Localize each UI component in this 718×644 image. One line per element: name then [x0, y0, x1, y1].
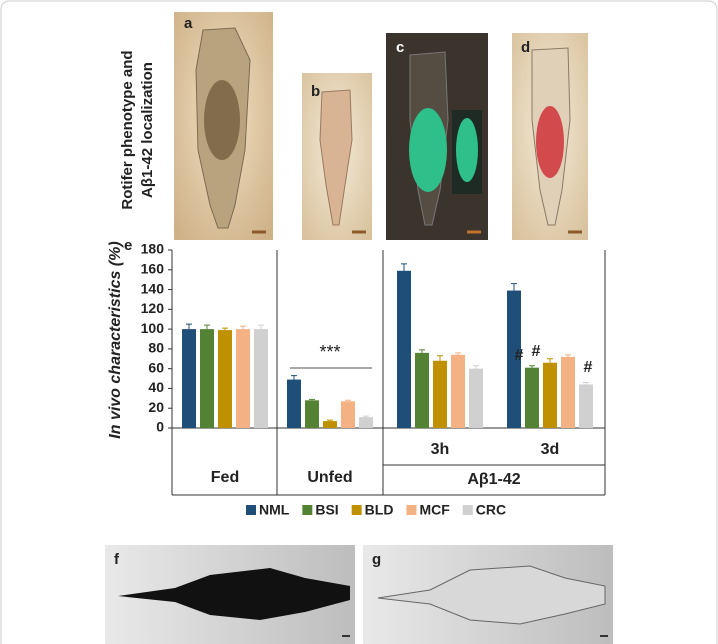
- bar: [507, 290, 521, 428]
- legend-label: NML: [259, 502, 290, 518]
- panel-label: e: [124, 237, 132, 254]
- legend-label: MCF: [419, 502, 450, 518]
- micrograph-a: [174, 12, 273, 240]
- bar: [182, 329, 196, 428]
- y-tick-label: 120: [141, 300, 165, 316]
- error-bar: [529, 365, 535, 368]
- error-bar: [345, 399, 351, 402]
- bar: [469, 368, 483, 428]
- legend-label: CRC: [476, 502, 506, 518]
- panel-label: d: [521, 39, 530, 56]
- error-bar: [258, 324, 264, 330]
- legend-swatch: [406, 505, 417, 515]
- legend-swatch: [302, 505, 313, 515]
- group-label: Aβ1-42: [467, 471, 520, 488]
- legend-label: BSI: [315, 502, 338, 518]
- legend-swatch: [462, 505, 473, 515]
- bar: [254, 329, 268, 428]
- error-bar: [327, 419, 333, 422]
- panel-label: c: [396, 39, 404, 56]
- bar: [561, 356, 575, 428]
- legend-swatch: [351, 505, 362, 515]
- bar: [397, 270, 411, 428]
- bar: [415, 352, 429, 428]
- error-bar: [363, 415, 369, 418]
- error-bar: [222, 327, 228, 331]
- error-bar: [473, 365, 479, 369]
- error-bar: [401, 263, 407, 271]
- bar: [543, 362, 557, 428]
- bar: [200, 329, 214, 428]
- annotation: #: [584, 359, 593, 376]
- side-title: Rotifer phenotype and: [119, 50, 136, 209]
- micrograph-d: [512, 33, 588, 240]
- bar: [323, 421, 337, 428]
- micrograph-c: [386, 33, 488, 240]
- bar: [218, 330, 232, 428]
- bar: [305, 400, 319, 428]
- error-bar: [583, 382, 589, 385]
- bar: [579, 384, 593, 428]
- annotation: ***: [319, 342, 340, 362]
- error-bar: [565, 354, 571, 357]
- x-tick-label: Fed: [211, 469, 239, 486]
- panel-label: b: [311, 83, 320, 100]
- legend-label: BLD: [365, 502, 394, 518]
- y-tick-label: 0: [156, 419, 164, 435]
- y-tick-label: 60: [148, 359, 164, 375]
- bar: [525, 367, 539, 428]
- micrograph-f: [105, 545, 355, 644]
- error-bar: [511, 283, 517, 291]
- panel-label: a: [184, 15, 193, 32]
- x-tick-label: 3h: [431, 441, 450, 458]
- micrograph-g: [363, 545, 613, 644]
- annotation: #: [515, 347, 524, 364]
- legend-swatch: [246, 505, 256, 515]
- bar: [341, 401, 355, 428]
- y-tick-label: 40: [148, 379, 164, 395]
- error-bar: [419, 349, 425, 353]
- error-bar: [240, 325, 246, 330]
- y-tick-label: 140: [141, 280, 165, 296]
- annotation: #: [532, 343, 541, 360]
- bar: [433, 360, 447, 428]
- bar: [287, 379, 301, 428]
- error-bar: [547, 358, 553, 363]
- y-axis-title: In vivo characteristics (%): [107, 241, 124, 438]
- y-tick-label: 160: [141, 260, 165, 276]
- micrograph-b: [302, 73, 372, 240]
- error-bar: [291, 375, 297, 380]
- bar: [451, 354, 465, 428]
- x-tick-label: 3d: [541, 441, 560, 458]
- panel-label: f: [114, 551, 120, 568]
- y-tick-label: 180: [141, 241, 165, 257]
- error-bar: [309, 398, 315, 401]
- y-tick-label: 100: [141, 320, 165, 336]
- x-tick-label: Unfed: [307, 469, 352, 486]
- error-bar: [186, 323, 192, 330]
- side-title: Aβ1-42 localization: [139, 62, 156, 198]
- y-tick-label: 20: [148, 399, 164, 415]
- y-tick-label: 80: [148, 340, 164, 356]
- error-bar: [204, 324, 210, 330]
- bar: [236, 329, 250, 428]
- error-bar: [455, 352, 461, 355]
- panel-label: g: [372, 551, 381, 568]
- bar: [359, 417, 373, 428]
- error-bar: [437, 355, 443, 361]
